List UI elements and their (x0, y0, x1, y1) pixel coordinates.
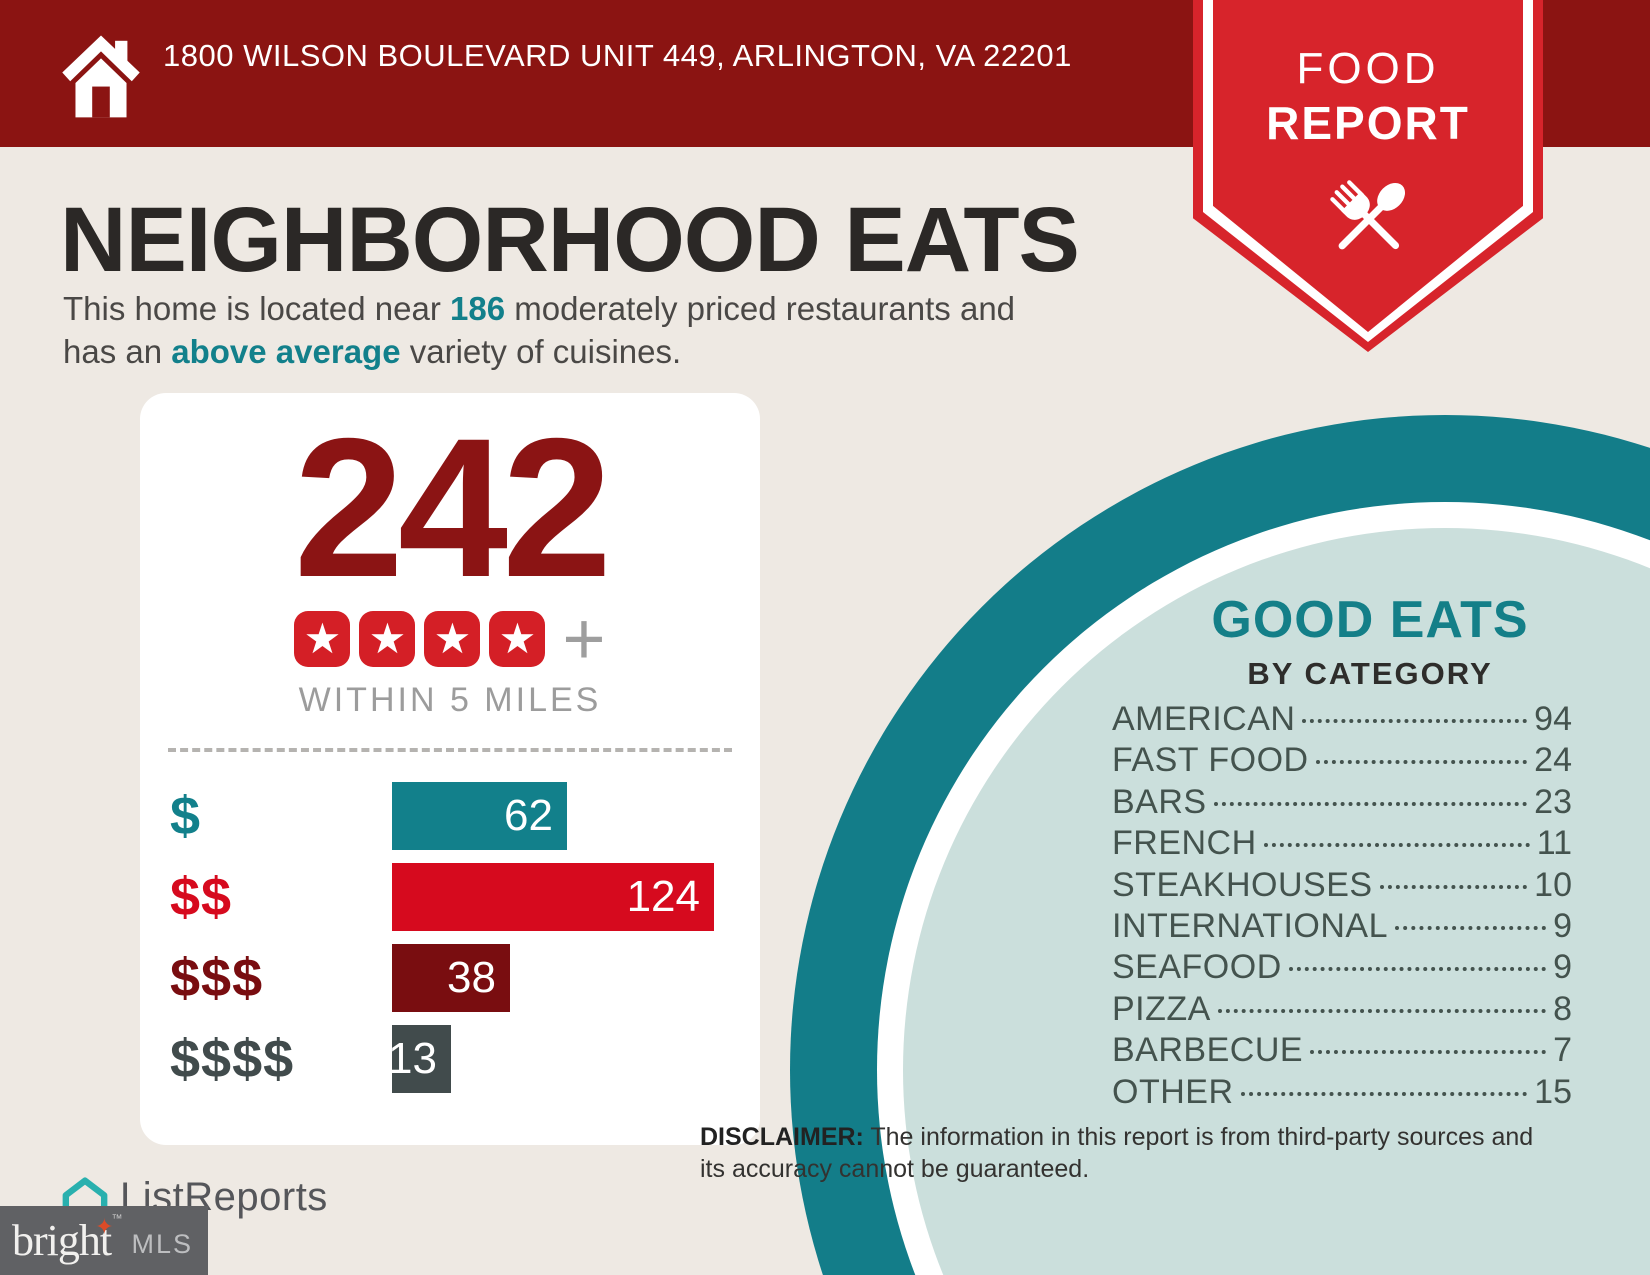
price-tier-label: $ (170, 785, 202, 846)
category-count: 23 (1534, 782, 1572, 821)
dotted-leader (1217, 1008, 1547, 1013)
category-row: FRENCH 11 (1112, 824, 1572, 865)
dotted-leader (1213, 801, 1528, 806)
bright-star-icon: ✦ (95, 1213, 114, 1239)
dotted-leader (1302, 719, 1528, 723)
price-tier-bar-chart: $62 $$ 124 $$$ 38 $$$$ 13 (170, 781, 760, 1093)
category-name: SEAFOOD (1112, 948, 1282, 987)
category-row: SEAFOOD 9 (1112, 948, 1572, 989)
dotted-leader (1240, 1091, 1528, 1096)
category-row: BARBECUE 7 (1112, 1031, 1572, 1072)
category-row: STEAKHOUSES 10 (1112, 866, 1572, 907)
category-count: 15 (1534, 1072, 1572, 1111)
star-icon: ★ (424, 610, 481, 667)
category-row: PIZZA 8 (1112, 990, 1572, 1031)
star-icon: ★ (489, 610, 546, 667)
category-count: 8 (1553, 989, 1572, 1028)
category-row: OTHER 15 (1112, 1073, 1572, 1114)
category-count: 11 (1536, 824, 1572, 863)
category-name: FRENCH (1112, 824, 1257, 863)
total-restaurants: 242 (293, 397, 612, 618)
ribbon-title-line2: REPORT (1266, 97, 1470, 149)
category-count: 9 (1553, 948, 1572, 987)
price-tier-bar: 124 (392, 862, 714, 931)
price-tier-bar: 13 (388, 1024, 451, 1093)
category-count: 9 (1553, 906, 1572, 945)
category-count: 10 (1534, 865, 1572, 904)
category-list: AMERICAN 94 FAST FOOD 24 BARS 23 FRENCH 11 STEAK… (1112, 700, 1572, 1114)
price-tier-row: $$ 124 (170, 862, 760, 931)
food-report-ribbon: FOOD REPORT (1193, 0, 1543, 352)
good-eats-subtitle: BY CATEGORY (1247, 656, 1493, 691)
price-tier-bar: 62 (392, 781, 567, 850)
category-name: BARS (1112, 782, 1207, 821)
plus-icon: + (562, 597, 606, 681)
disclaimer-text: The information in this report is from t… (700, 1123, 1534, 1183)
category-name: STEAKHOUSES (1112, 865, 1373, 904)
dashed-divider (168, 747, 732, 752)
category-name: INTERNATIONAL (1112, 906, 1389, 945)
variety-highlight: above average (171, 332, 401, 370)
category-name: BARBECUE (1112, 1031, 1304, 1070)
bright-wordmark: bright (12, 1215, 112, 1265)
category-count: 7 (1553, 1031, 1572, 1070)
price-tier-bar: 38 (392, 943, 510, 1012)
category-name: OTHER (1112, 1072, 1234, 1111)
dotted-leader (1379, 884, 1528, 889)
category-row: AMERICAN 94 (1112, 700, 1572, 741)
property-address: 1800 WILSON BOULEVARD UNIT 449, ARLINGTO… (163, 38, 1072, 73)
bright-mls-logo: bright ✦ ™ MLS (0, 1206, 208, 1275)
disclaimer: DISCLAIMER: The information in this repo… (700, 1122, 1534, 1185)
price-tier-row: $62 (170, 781, 760, 850)
crossed-spoon-fork-icon (1330, 180, 1406, 250)
category-row: INTERNATIONAL 9 (1112, 907, 1572, 948)
intro-line2-post: variety of cuisines. (400, 332, 682, 370)
intro-line1-post: moderately priced restaurants and (505, 290, 1016, 327)
price-tier-row: $$$$ 13 (170, 1024, 760, 1093)
good-eats-heading: GOOD EATS BY CATEGORY (1150, 590, 1590, 692)
category-row: FAST FOOD 24 (1112, 741, 1572, 782)
price-tier-row: $$$ 38 (170, 943, 760, 1012)
dotted-leader (1263, 843, 1530, 848)
category-row: BARS 23 (1112, 783, 1572, 824)
category-count: 24 (1534, 741, 1572, 780)
dotted-leader (1395, 925, 1547, 930)
intro-line2-pre: has an (63, 332, 172, 370)
ribbon-title-line1: FOOD (1296, 44, 1440, 93)
star-rating: ★ ★ ★ ★ + (140, 597, 760, 681)
summary-card: 242 ★ ★ ★ ★ + WITHIN 5 MILES $62 $$ 124 $$$ 38 $$… (140, 393, 760, 1145)
good-eats-title: GOOD EATS (1211, 591, 1529, 649)
price-tier-label: $$$ (170, 947, 264, 1008)
star-icon: ★ (359, 610, 416, 667)
star-icon: ★ (294, 610, 351, 667)
home-icon (62, 35, 140, 118)
dotted-leader (1288, 967, 1547, 972)
intro-line1-pre: This home is located near (63, 290, 451, 327)
mls-label: MLS (131, 1229, 194, 1259)
page-title: NEIGHBORHOOD EATS (60, 189, 1080, 291)
category-count: 94 (1534, 700, 1572, 738)
price-tier-label: $$$$ (170, 1028, 295, 1089)
category-name: AMERICAN (1112, 700, 1296, 738)
restaurant-count: 186 (450, 290, 506, 327)
category-name: FAST FOOD (1112, 741, 1309, 780)
dotted-leader (1310, 1050, 1547, 1055)
category-name: PIZZA (1112, 989, 1211, 1028)
dotted-leader (1315, 760, 1528, 765)
disclaimer-label: DISCLAIMER: (700, 1123, 864, 1151)
radius-caption: WITHIN 5 MILES (298, 680, 602, 719)
intro-text: This home is located near 186 moderately… (63, 288, 1103, 374)
trademark-symbol: ™ (111, 1212, 123, 1225)
price-tier-label: $$ (170, 866, 233, 927)
